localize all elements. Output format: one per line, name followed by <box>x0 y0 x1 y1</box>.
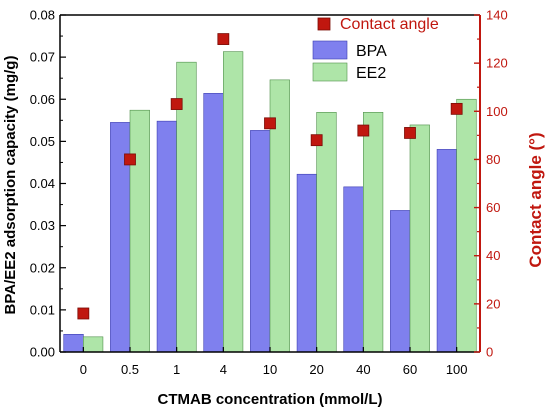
bar-bpa-0 <box>63 334 84 353</box>
bar-ee2-0 <box>83 336 104 353</box>
y2-tick-label: 100 <box>486 104 508 119</box>
y2-tick-label: 60 <box>486 200 500 215</box>
markers-layer <box>77 33 463 320</box>
y-tick-label: 0.02 <box>30 260 55 275</box>
bar-ee2-4 <box>223 51 244 353</box>
bar-bpa-40 <box>343 186 364 353</box>
x-tick-label: 10 <box>263 362 277 377</box>
x-tick-label: 0.5 <box>121 362 139 377</box>
y-tick-label: 0.06 <box>30 92 55 107</box>
marker-contact-angle-20 <box>310 134 323 147</box>
legend: Contact angle BPA EE2 <box>312 16 439 82</box>
legend-swatch-ee2 <box>312 62 348 82</box>
marker-contact-angle-4 <box>217 33 230 45</box>
axes-layer: 0.00 0.01 0.02 0.03 0.04 0.05 0.06 0.07 0.08 0 20 4… <box>30 8 508 378</box>
y2-axis-label: Contact angle (°) <box>526 132 545 267</box>
legend-swatch-bpa <box>312 40 348 60</box>
marker-contact-angle-40 <box>357 124 370 137</box>
marker-contact-angle-0 <box>77 307 90 320</box>
bar-bpa-20 <box>296 173 317 353</box>
x-tick-label: 40 <box>356 362 370 377</box>
x-tick-label: 0 <box>80 362 87 377</box>
bar-bpa-10 <box>250 130 271 353</box>
bar-ee2-0.5 <box>129 109 150 353</box>
y-tick-label: 0.00 <box>30 345 55 360</box>
y-axis-label: BPA/EE2 adsorption capacity (mg/g) <box>2 56 19 315</box>
y-tick-label: 0.03 <box>30 218 55 233</box>
marker-contact-angle-1 <box>170 98 183 110</box>
bar-ee2-100 <box>456 98 477 353</box>
y2-tick-label: 80 <box>486 152 500 167</box>
bars-layer <box>63 51 477 353</box>
bar-bpa-1 <box>156 120 177 353</box>
x-axis-label: CTMAB concentration (mmol/L) <box>158 391 383 408</box>
bar-bpa-60 <box>390 210 411 353</box>
legend-label-contact-angle: Contact angle <box>340 16 439 33</box>
bar-ee2-20 <box>316 112 337 353</box>
y2-tick-label: 120 <box>486 56 508 71</box>
x-tick-label: 20 <box>309 362 323 377</box>
x-tick-label: 100 <box>446 362 468 377</box>
y-tick-label: 0.07 <box>30 50 55 65</box>
y2-tick-label: 140 <box>486 8 508 23</box>
y-tick-label: 0.08 <box>30 8 55 23</box>
marker-contact-angle-0.5 <box>124 153 136 166</box>
y2-tick-label: 20 <box>486 296 500 311</box>
legend-label-ee2: EE2 <box>356 65 386 82</box>
y2-tick-label: 0 <box>486 345 493 360</box>
bar-bpa-4 <box>203 93 224 353</box>
bar-bpa-100 <box>436 149 457 353</box>
legend-label-bpa: BPA <box>356 43 387 60</box>
y2-tick-label: 40 <box>486 248 500 263</box>
bar-ee2-40 <box>363 112 384 353</box>
y-tick-label: 0.05 <box>30 134 55 149</box>
x-tick-label: 4 <box>220 362 227 377</box>
bar-ee2-60 <box>409 124 430 353</box>
x-tick-label: 1 <box>173 362 180 377</box>
marker-contact-angle-100 <box>450 102 463 115</box>
marker-contact-angle-60 <box>404 127 416 139</box>
x-tick-label: 60 <box>403 362 417 377</box>
legend-marker-contact-angle <box>317 17 331 31</box>
marker-contact-angle-10 <box>264 117 276 130</box>
y-tick-label: 0.04 <box>30 176 55 191</box>
y-tick-label: 0.01 <box>30 302 55 317</box>
